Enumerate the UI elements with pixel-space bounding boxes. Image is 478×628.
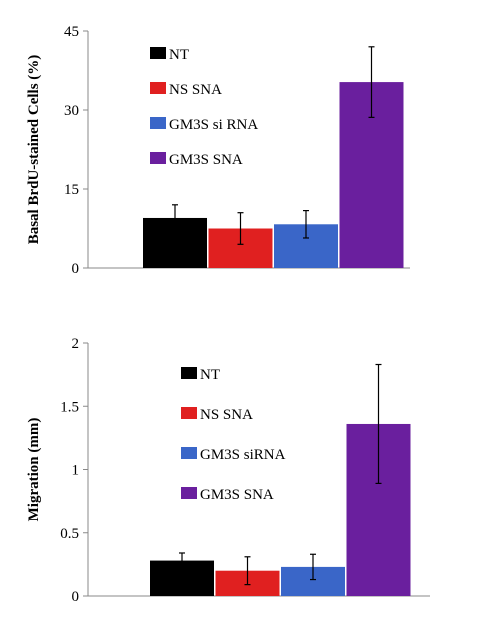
y-tick-label: 1.5 — [60, 399, 79, 415]
legend-label: NT — [169, 47, 189, 63]
y-tick-label: 30 — [64, 103, 79, 119]
legend-swatch — [181, 407, 197, 419]
legend-label: GM3S SNA — [200, 487, 274, 503]
legend-swatch — [150, 47, 166, 59]
y-tick-label: 0 — [72, 261, 80, 277]
legend-label: GM3S SNA — [169, 152, 243, 168]
y-tick-label: 0 — [72, 589, 80, 605]
legend-label: GM3S si RNA — [169, 117, 258, 133]
y-axis-label: Basal BrdU-stained Cells (%) — [26, 55, 42, 245]
y-tick-label: 15 — [64, 182, 79, 198]
y-tick-label: 1 — [72, 463, 80, 479]
legend-swatch — [150, 117, 166, 129]
y-tick-label: 45 — [64, 24, 79, 40]
y-tick-label: 2 — [72, 336, 80, 352]
y-tick-label: 0.5 — [60, 526, 79, 542]
legend-swatch — [181, 447, 197, 459]
legend-label: NT — [200, 367, 220, 383]
legend-swatch — [181, 487, 197, 499]
y-axis-label: Migration (mm) — [26, 418, 42, 522]
legend-label: GM3S siRNA — [200, 447, 286, 463]
legend-label: NS SNA — [200, 407, 253, 423]
legend-swatch — [150, 82, 166, 94]
legend-label: NS SNA — [169, 82, 222, 98]
legend-swatch — [150, 152, 166, 164]
legend-swatch — [181, 367, 197, 379]
